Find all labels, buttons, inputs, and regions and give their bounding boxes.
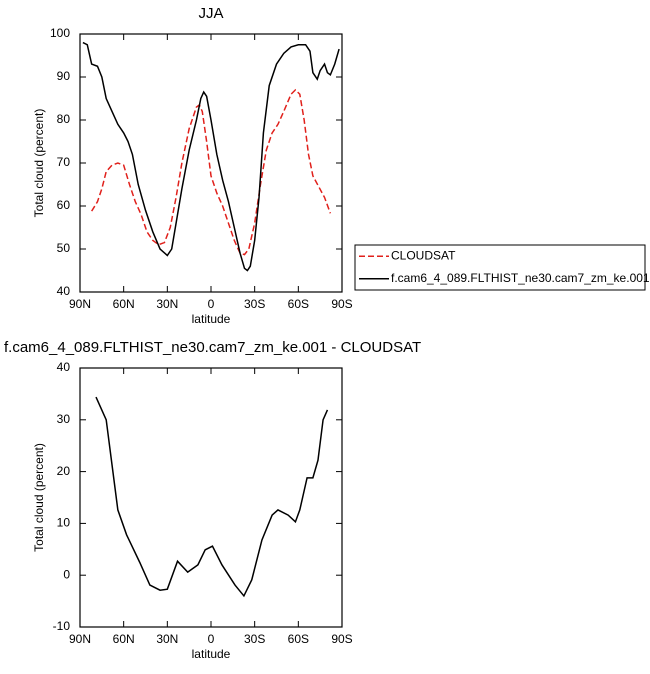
y-tick-label: 20 bbox=[57, 464, 71, 478]
x-tick-label: 90S bbox=[331, 632, 352, 646]
x-tick-label: 90N bbox=[69, 632, 91, 646]
y-tick-label: 0 bbox=[63, 567, 70, 581]
data-line bbox=[95, 396, 329, 598]
x-tick-label: 30N bbox=[156, 632, 178, 646]
chart-title: f.cam6_4_089.FLTHIST_ne30.cam7_zm_ke.001… bbox=[4, 339, 421, 356]
data-line bbox=[82, 41, 340, 272]
x-tick-label: 60N bbox=[113, 297, 135, 311]
y-tick-label: 90 bbox=[57, 69, 71, 83]
data-line bbox=[91, 88, 332, 256]
legend-label: CLOUDSAT bbox=[391, 248, 456, 262]
y-tick-label: 40 bbox=[57, 360, 71, 374]
chart-title: JJA bbox=[198, 5, 223, 22]
x-tick-label: 60S bbox=[288, 297, 309, 311]
y-tick-label: 70 bbox=[57, 155, 71, 169]
y-tick-label: 30 bbox=[57, 412, 71, 426]
x-tick-label: 30N bbox=[156, 297, 178, 311]
legend-box bbox=[354, 244, 646, 291]
y-tick-label: 60 bbox=[57, 198, 71, 212]
y-tick-label: 40 bbox=[57, 284, 71, 298]
x-tick-label: 30S bbox=[244, 297, 265, 311]
y-axis-label: Total cloud (percent) bbox=[32, 109, 46, 218]
x-tick-label: 30S bbox=[244, 632, 265, 646]
y-tick-label: -10 bbox=[53, 619, 71, 633]
x-tick-label: 0 bbox=[208, 297, 215, 311]
y-tick-label: 50 bbox=[57, 241, 71, 255]
y-tick-label: 80 bbox=[57, 112, 71, 126]
x-tick-label: 60N bbox=[113, 632, 135, 646]
x-tick-label: 90S bbox=[331, 297, 352, 311]
x-tick-label: 60S bbox=[288, 632, 309, 646]
legend-label: f.cam6_4_089.FLTHIST_ne30.cam7_zm_ke.001 bbox=[391, 271, 650, 285]
y-tick-label: 10 bbox=[57, 516, 71, 530]
x-axis-label: latitude bbox=[192, 647, 231, 661]
x-tick-label: 90N bbox=[69, 297, 91, 311]
y-tick-label: 100 bbox=[50, 26, 70, 40]
y-axis-label: Total cloud (percent) bbox=[32, 443, 46, 552]
x-axis-label: latitude bbox=[192, 312, 231, 326]
x-tick-label: 0 bbox=[208, 632, 215, 646]
